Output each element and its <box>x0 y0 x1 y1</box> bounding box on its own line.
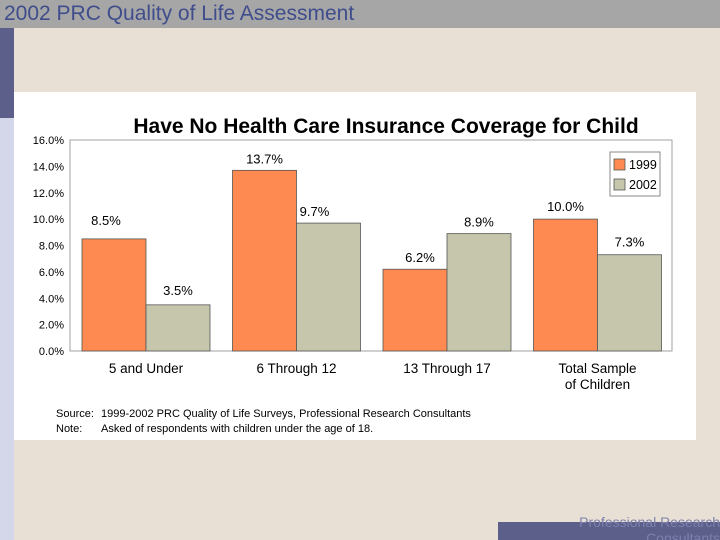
left-accent-strip-dark <box>0 28 14 118</box>
chart-title: Have No Health Care Insurance Coverage f… <box>133 115 638 138</box>
bar-1999 <box>533 218 598 352</box>
footer-brand-line1: Professional Research <box>579 514 720 530</box>
bar-2002 <box>145 304 211 352</box>
footer-brand: Professional Research Consultants <box>498 514 720 540</box>
x-tick-label: 5 and Under <box>109 361 184 376</box>
x-tick-label: 6 Through 12 <box>256 361 336 376</box>
legend-swatch-1999 <box>613 158 626 171</box>
data-label-1999: 13.7% <box>246 151 283 166</box>
data-label-2002: 3.5% <box>163 283 193 298</box>
data-label-2002: 7.3% <box>615 235 645 250</box>
legend-label-2002: 2002 <box>629 178 657 192</box>
header-bar: 2002 PRC Quality of Life Assessment <box>0 0 720 28</box>
note-text: Asked of respondents with children under… <box>101 423 373 435</box>
data-label-2002: 8.9% <box>464 215 494 230</box>
bar-1999 <box>232 169 297 352</box>
bar-chart: Have No Health Care Insurance Coverage f… <box>33 115 673 435</box>
data-label-2002: 9.7% <box>300 204 330 219</box>
y-tick-label: 8.0% <box>39 241 64 253</box>
x-tick-label: 13 Through 17 <box>403 361 491 376</box>
bar-2002 <box>446 233 512 352</box>
legend-label-1999: 1999 <box>629 158 657 172</box>
y-tick-label: 12.0% <box>33 188 64 200</box>
y-tick-label: 0.0% <box>39 346 64 358</box>
data-label-1999: 8.5% <box>91 213 121 228</box>
footer-brand-line2: Consultants <box>646 530 720 540</box>
bar-1999 <box>81 238 147 352</box>
note-text: 1999-2002 PRC Quality of Life Surveys, P… <box>101 408 471 420</box>
bar-2002 <box>296 222 361 352</box>
y-tick-label: 4.0% <box>39 293 64 305</box>
y-tick-label: 10.0% <box>33 214 64 226</box>
y-tick-label: 16.0% <box>33 135 64 147</box>
bar-1999 <box>382 268 448 352</box>
legend-swatch-2002 <box>613 178 626 191</box>
x-tick-label: Total Sample <box>558 361 636 376</box>
left-accent-strip-light <box>0 118 14 540</box>
bar-2002 <box>597 254 662 352</box>
slide-title: 2002 PRC Quality of Life Assessment <box>4 2 355 25</box>
plot-area-border <box>69 139 673 352</box>
footer-bar <box>498 522 720 540</box>
note-label: Note: <box>56 423 82 435</box>
x-tick-label: of Children <box>565 377 630 392</box>
data-label-1999: 6.2% <box>405 250 435 265</box>
y-tick-label: 2.0% <box>39 320 64 332</box>
note-label: Source: <box>56 408 94 420</box>
y-tick-label: 6.0% <box>39 267 64 279</box>
data-label-1999: 10.0% <box>547 199 584 214</box>
chart-panel: Have No Health Care Insurance Coverage f… <box>14 92 696 440</box>
y-tick-label: 14.0% <box>33 161 64 173</box>
